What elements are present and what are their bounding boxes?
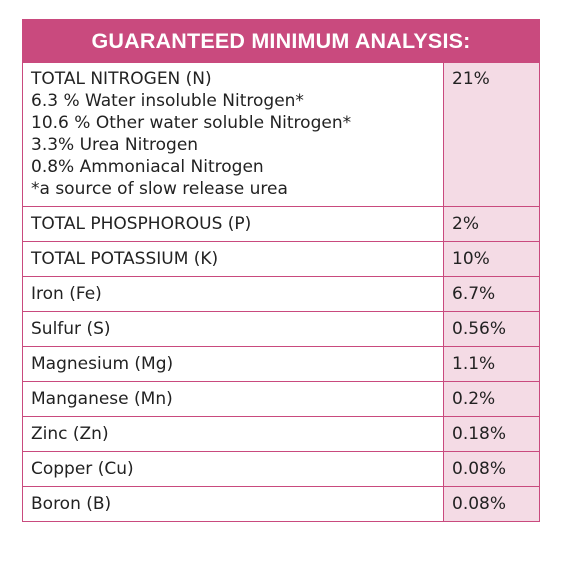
table-row: Iron (Fe) 6.7% bbox=[23, 276, 539, 312]
analysis-title: GUARANTEED MINIMUM ANALYSIS: bbox=[91, 28, 471, 53]
nutrient-label: TOTAL POTASSIUM (K) bbox=[23, 241, 444, 277]
nitrogen-detail: *a source of slow release urea bbox=[31, 179, 288, 199]
nutrient-label: Copper (Cu) bbox=[23, 451, 444, 487]
nutrient-label: Manganese (Mn) bbox=[23, 381, 444, 417]
nitrogen-detail: 3.3% Urea Nitrogen bbox=[31, 135, 199, 155]
table-row: Copper (Cu) 0.08% bbox=[23, 451, 539, 487]
table-row: Boron (B) 0.08% bbox=[23, 486, 539, 522]
nitrogen-detail: 6.3 % Water insoluble Nitrogen* bbox=[31, 91, 304, 111]
analysis-panel: GUARANTEED MINIMUM ANALYSIS: TOTAL NITRO… bbox=[22, 19, 540, 522]
table-row-nitrogen: TOTAL NITROGEN (N) 6.3 % Water insoluble… bbox=[23, 63, 539, 207]
table-row: Sulfur (S) 0.56% bbox=[23, 311, 539, 347]
table-row: Magnesium (Mg) 1.1% bbox=[23, 346, 539, 382]
table-row: TOTAL POTASSIUM (K) 10% bbox=[23, 241, 539, 277]
nutrient-label: Sulfur (S) bbox=[23, 311, 444, 347]
nutrient-label: Zinc (Zn) bbox=[23, 416, 444, 452]
nutrient-value: 6.7% bbox=[443, 276, 539, 312]
nutrient-label: Magnesium (Mg) bbox=[23, 346, 444, 382]
nutrient-value: 0.18% bbox=[443, 416, 539, 452]
nutrient-value: 0.08% bbox=[443, 451, 539, 487]
nutrient-value: 0.56% bbox=[443, 311, 539, 347]
nutrient-label: Iron (Fe) bbox=[23, 276, 444, 312]
nutrient-label: Boron (B) bbox=[23, 486, 444, 522]
nitrogen-detail: 0.8% Ammoniacal Nitrogen bbox=[31, 157, 264, 177]
analysis-header: GUARANTEED MINIMUM ANALYSIS: bbox=[23, 19, 539, 63]
table-row: Manganese (Mn) 0.2% bbox=[23, 381, 539, 417]
nutrient-value: 0.08% bbox=[443, 486, 539, 522]
nutrient-value: 10% bbox=[443, 241, 539, 277]
nutrient-value: 1.1% bbox=[443, 346, 539, 382]
nitrogen-detail: 10.6 % Other water soluble Nitrogen* bbox=[31, 113, 352, 133]
nutrient-value: 21% bbox=[443, 63, 539, 207]
nutrient-label: TOTAL PHOSPHOROUS (P) bbox=[23, 206, 444, 242]
nutrient-cell: TOTAL NITROGEN (N) 6.3 % Water insoluble… bbox=[23, 63, 444, 207]
analysis-table: TOTAL NITROGEN (N) 6.3 % Water insoluble… bbox=[23, 63, 539, 522]
nutrient-value: 0.2% bbox=[443, 381, 539, 417]
table-row: TOTAL PHOSPHOROUS (P) 2% bbox=[23, 206, 539, 242]
nutrient-label: TOTAL NITROGEN (N) bbox=[31, 69, 212, 89]
nutrient-value: 2% bbox=[443, 206, 539, 242]
table-row: Zinc (Zn) 0.18% bbox=[23, 416, 539, 452]
